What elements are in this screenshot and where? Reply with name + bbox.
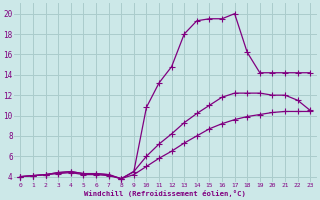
X-axis label: Windchill (Refroidissement éolien,°C): Windchill (Refroidissement éolien,°C) (84, 190, 246, 197)
